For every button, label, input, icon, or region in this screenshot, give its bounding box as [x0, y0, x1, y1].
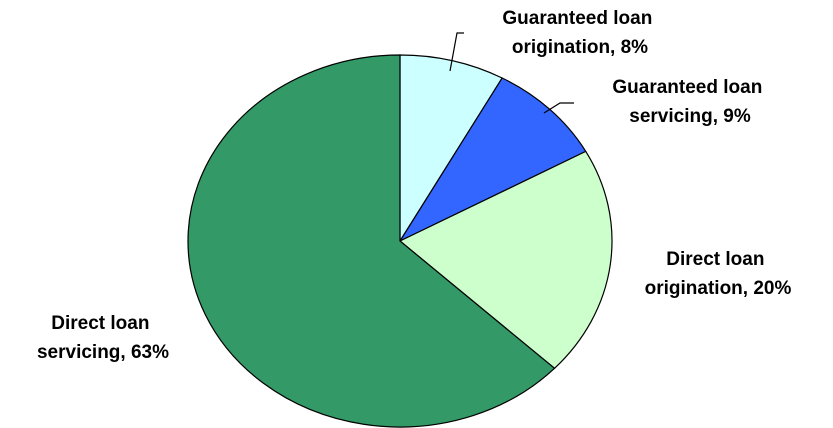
leader-line-guaranteed-origination	[449, 32, 464, 72]
label-guaranteed-loan-origination: Guaranteed loan origination, 8%	[502, 8, 657, 58]
leader-line-guaranteed-servicing	[543, 102, 574, 114]
pie-slice-direct-loan-origination	[398, 150, 613, 370]
label-direct-loan-servicing: Direct loan servicing, 63%	[37, 313, 169, 363]
label-guaranteed-loan-servicing: Guaranteed loan servicing, 9%	[612, 77, 767, 127]
pie-slices	[187, 54, 613, 428]
pie-slice-guaranteed-loan-origination	[399, 54, 503, 244]
label-direct-loan-origination: Direct loan origination, 20%	[645, 249, 792, 299]
pie-slice-direct-loan-servicing	[187, 54, 556, 428]
